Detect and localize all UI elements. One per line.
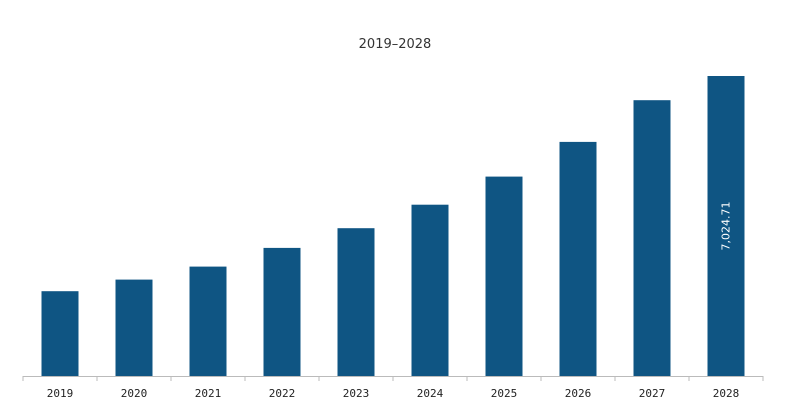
x-axis-ticks: 2019 2020 2021 2022 2023 2024 2025 2026 2027 2028 [22,376,764,400]
bar-2028 [707,76,745,376]
x-tick-label-2028: 2028 [713,387,740,400]
x-tick-label-2022: 2022 [269,387,296,400]
x-tick-label-2027: 2027 [639,387,666,400]
bars-layer [41,76,745,376]
bar-2023 [337,228,375,376]
x-tick-label-2023: 2023 [343,387,370,400]
bar-2024 [411,204,449,376]
bar-2025 [485,176,523,376]
x-tick-label-2024: 2024 [417,387,444,400]
x-tick-label-2020: 2020 [121,387,148,400]
bar-2026 [559,141,597,376]
bar-2019 [41,291,79,376]
bar-2027 [633,100,671,376]
bar-2021 [189,266,227,376]
x-tick-label-2026: 2026 [565,387,592,400]
data-labels-layer: 7,024.71 [720,202,733,251]
bar-2022 [263,247,301,376]
x-tick-label-2019: 2019 [47,387,74,400]
data-label-2028: 7,024.71 [720,202,733,251]
x-tick-label-2021: 2021 [195,387,222,400]
x-tick-label-2025: 2025 [491,387,518,400]
chart-title: 2019–2028 [359,37,432,52]
bar-2020 [115,279,153,376]
